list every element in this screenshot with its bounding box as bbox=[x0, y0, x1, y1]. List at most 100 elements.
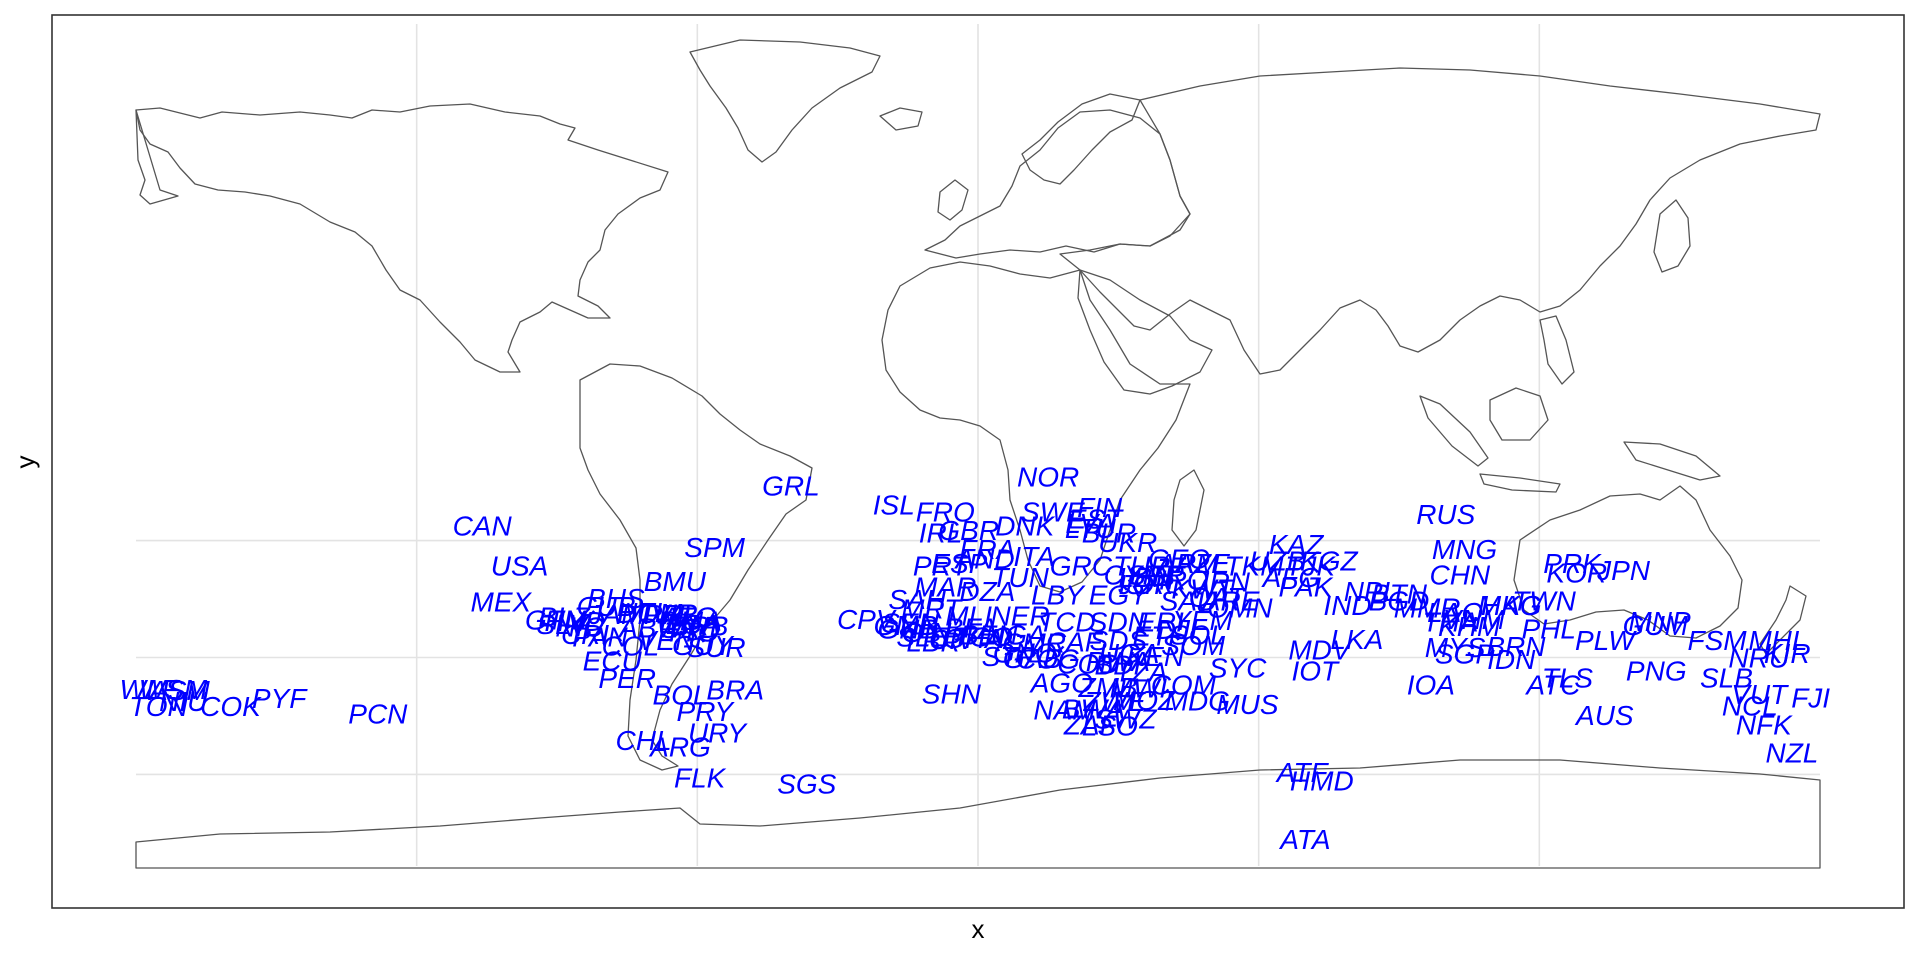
country-label: IOT bbox=[1291, 656, 1340, 687]
country-label: DJI bbox=[1156, 614, 1198, 645]
country-label: EST bbox=[1068, 503, 1124, 534]
country-label: GNB bbox=[877, 613, 938, 644]
country-label: NRU bbox=[1728, 643, 1789, 674]
country-label: TWN bbox=[1512, 585, 1577, 616]
country-label: MYS bbox=[1425, 632, 1486, 663]
country-label: ABW bbox=[617, 612, 685, 643]
country-label: ISR bbox=[1118, 569, 1165, 600]
country-label: VIR bbox=[651, 599, 698, 630]
country-label: QAT bbox=[1189, 582, 1246, 613]
country-label: SWZ bbox=[1094, 703, 1157, 734]
country-label: BGD bbox=[1369, 585, 1430, 616]
country-label: MEX bbox=[471, 586, 533, 617]
country-label: HKG bbox=[1481, 590, 1542, 621]
arabia-outline bbox=[1077, 269, 1213, 395]
country-label: SGS bbox=[777, 769, 836, 800]
country-label: ETH bbox=[1132, 620, 1189, 651]
iceland-outline bbox=[879, 107, 923, 131]
country-label: TCD bbox=[1038, 606, 1096, 637]
country-label: SDS bbox=[1090, 625, 1148, 656]
country-label: MDV bbox=[1288, 634, 1353, 665]
country-label: MOZ bbox=[1113, 685, 1176, 716]
country-label: CRI bbox=[561, 619, 609, 650]
british-isles-outline bbox=[937, 179, 969, 221]
country-label: KEN bbox=[1126, 641, 1184, 672]
country-label: BOL bbox=[652, 680, 708, 711]
asia-outline bbox=[1059, 67, 1821, 375]
country-label: KGZ bbox=[1300, 546, 1358, 577]
country-label: LBN bbox=[1118, 562, 1173, 593]
country-label: MDG bbox=[1165, 685, 1230, 716]
country-label: TJK bbox=[1285, 550, 1336, 581]
country-label: GRD bbox=[659, 613, 721, 644]
alaska-outline bbox=[135, 109, 179, 205]
country-label: SUR bbox=[686, 632, 745, 663]
country-label: BWA bbox=[1062, 694, 1125, 725]
country-label: MNG bbox=[1432, 534, 1497, 565]
country-label: SYC bbox=[1209, 652, 1267, 683]
country-label: TON bbox=[129, 691, 188, 722]
country-label: UZB bbox=[1249, 546, 1305, 577]
greenland-outline bbox=[689, 39, 881, 163]
country-label: ZMB bbox=[1077, 672, 1137, 703]
country-label: SHN bbox=[922, 679, 982, 710]
country-label: BLZ bbox=[538, 601, 590, 632]
country-label: LBY bbox=[1031, 580, 1086, 611]
country-label: PAN bbox=[572, 622, 628, 653]
country-label: UKR bbox=[1098, 527, 1157, 558]
country-label: NOR bbox=[1017, 461, 1079, 492]
country-label: CHN bbox=[1429, 560, 1490, 591]
country-label: FRA bbox=[959, 534, 1015, 565]
country-label: RWA bbox=[1086, 646, 1150, 677]
country-label: FLK bbox=[674, 763, 727, 794]
country-label: PAK bbox=[1278, 571, 1333, 602]
country-label: RUS bbox=[1416, 499, 1475, 530]
country-label: GNQ bbox=[993, 638, 1057, 669]
country-label: FJI bbox=[1791, 682, 1830, 713]
country-label: THA bbox=[1422, 606, 1478, 637]
country-label: IRQ bbox=[1159, 564, 1209, 595]
country-label: GHA bbox=[943, 623, 1004, 654]
country-label: BMU bbox=[644, 566, 707, 597]
north-america-outline bbox=[135, 103, 669, 373]
country-label: MAC bbox=[1478, 590, 1541, 621]
country-label: VEN bbox=[638, 625, 696, 656]
country-label: AGO bbox=[1029, 668, 1093, 699]
country-label: PCN bbox=[348, 699, 408, 730]
country-label: PNG bbox=[1626, 656, 1687, 687]
country-label: ERI bbox=[1137, 606, 1184, 637]
country-label: BRA bbox=[706, 675, 764, 706]
country-label: MUS bbox=[1216, 689, 1279, 720]
country-label: LKA bbox=[1330, 624, 1383, 655]
country-label: BDI bbox=[1095, 649, 1142, 680]
country-label: TUR bbox=[1113, 550, 1171, 581]
country-label: EGY bbox=[1089, 580, 1150, 611]
country-label: COK bbox=[200, 691, 262, 722]
country-label: CAF bbox=[1046, 626, 1104, 657]
java-outline bbox=[1479, 473, 1561, 493]
country-label: LAO bbox=[1427, 597, 1483, 628]
country-label: GRL bbox=[762, 471, 820, 502]
country-label: NCL bbox=[1722, 691, 1778, 722]
country-label: GEO bbox=[1148, 543, 1210, 574]
country-label: ARG bbox=[648, 731, 711, 762]
country-label: AUS bbox=[1574, 700, 1634, 731]
country-label: COM bbox=[1151, 669, 1217, 700]
country-label: DZA bbox=[959, 576, 1015, 607]
africa-outline bbox=[881, 261, 1191, 593]
country-label: COG bbox=[1016, 643, 1080, 674]
country-label: YEM bbox=[1172, 605, 1233, 636]
country-label: IDN bbox=[1487, 644, 1536, 675]
country-label: ECU bbox=[583, 646, 643, 677]
country-label: HND bbox=[544, 606, 605, 637]
country-label: FRO bbox=[916, 496, 975, 527]
australia-outline bbox=[1513, 485, 1743, 639]
country-label: SGP bbox=[1435, 638, 1494, 669]
country-label: FSM bbox=[1688, 625, 1748, 656]
country-label: LBR bbox=[906, 626, 960, 657]
country-label: SLE bbox=[896, 622, 949, 653]
country-label: BHS bbox=[587, 583, 645, 614]
country-label: GTM bbox=[525, 605, 588, 636]
country-label: VUT bbox=[1731, 679, 1789, 710]
